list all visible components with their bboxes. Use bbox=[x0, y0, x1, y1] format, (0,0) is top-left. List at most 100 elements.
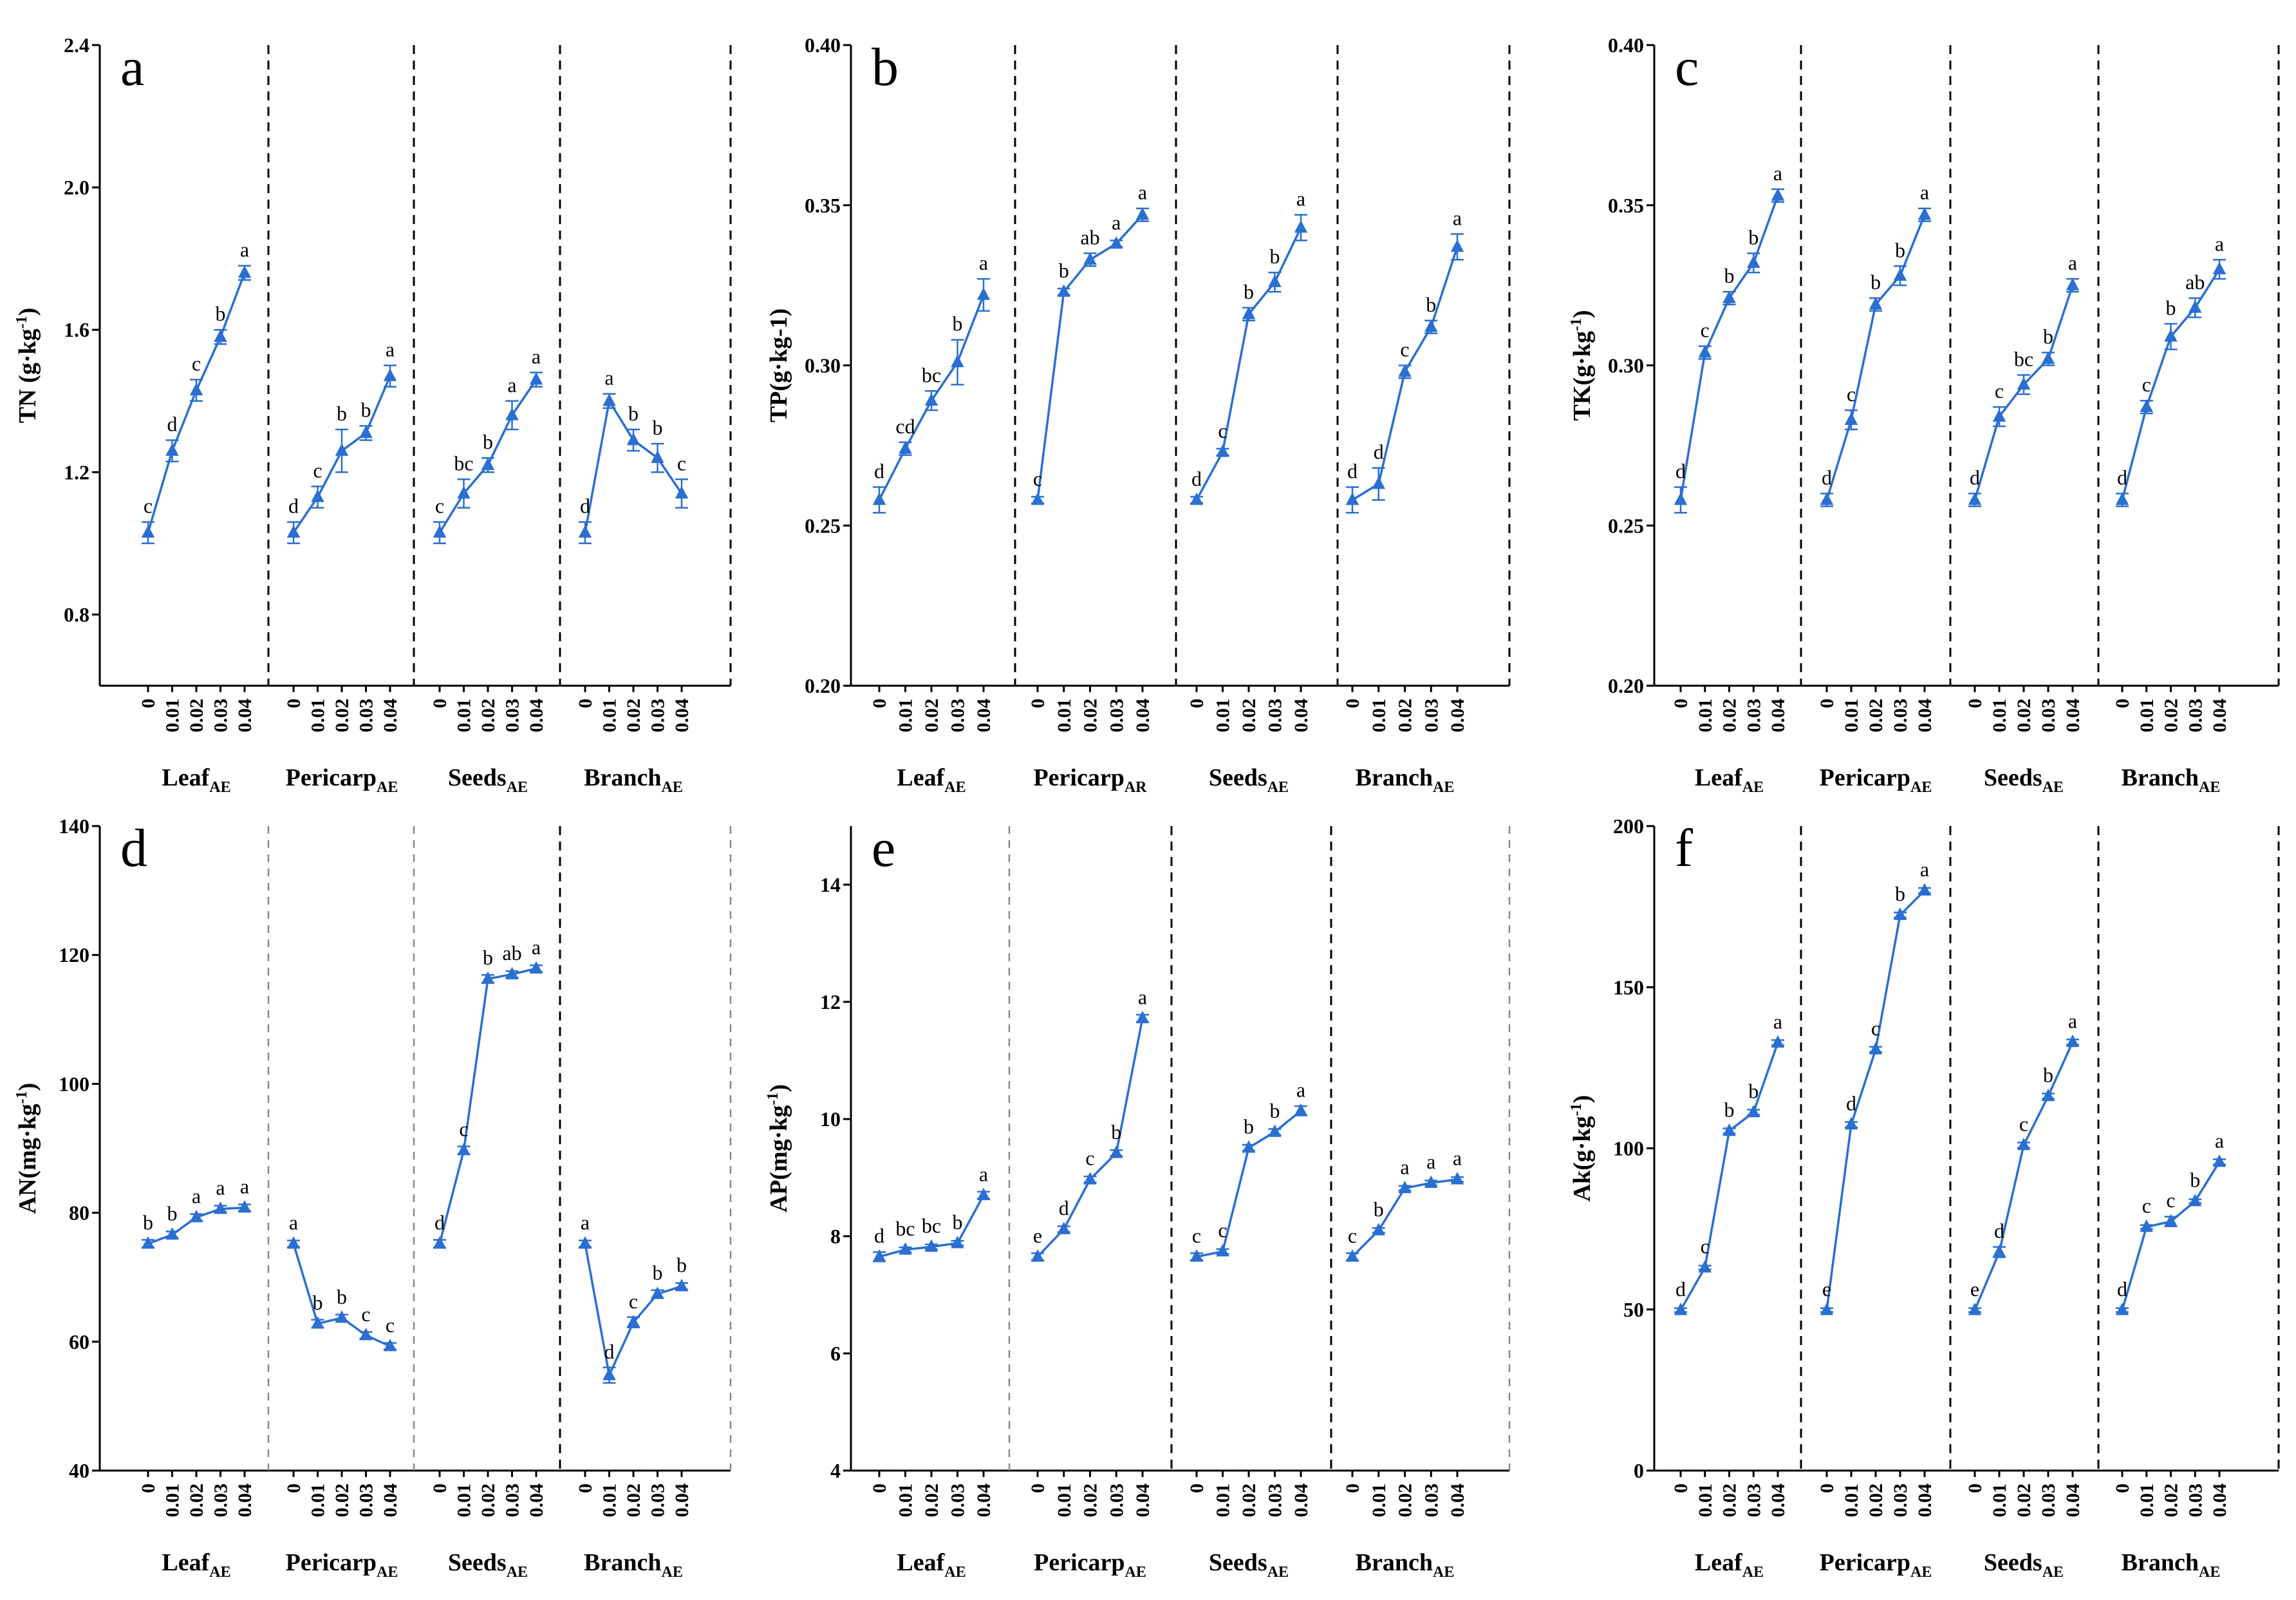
significance-letter: c bbox=[629, 1290, 638, 1313]
significance-letter: a bbox=[1138, 985, 1147, 1008]
y-axis-label: AP(mg·kg-1) bbox=[765, 1084, 792, 1212]
series-line bbox=[438, 967, 537, 1245]
significance-letter: b bbox=[337, 402, 347, 425]
significance-letter: b bbox=[483, 946, 493, 969]
data-point bbox=[2189, 300, 2202, 313]
y-axis-label-sup: -1 bbox=[1568, 318, 1585, 331]
data-point bbox=[1722, 1123, 1736, 1136]
significance-letter: bc bbox=[454, 451, 473, 475]
group-label-sub: AE bbox=[507, 1564, 528, 1581]
x-tick-label: 0.02 bbox=[1238, 699, 1260, 733]
series-seeds: c 0 c 0.01 b 0.02 b 0.03 a 0.04 SeedsAE bbox=[1186, 1078, 1312, 1581]
x-tick-label: 0.03 bbox=[1743, 699, 1764, 733]
significance-letter: b bbox=[1374, 1198, 1384, 1221]
data-point bbox=[578, 525, 592, 538]
x-tick-label: 0.01 bbox=[1213, 1483, 1234, 1518]
significance-letter: bc bbox=[2014, 347, 2033, 370]
series-branch: c 0 b 0.01 a 0.02 a 0.03 a 0.04 BranchAE bbox=[1342, 1147, 1468, 1581]
x-tick-label: 0.01 bbox=[1368, 1483, 1390, 1518]
x-tick-label: 0.03 bbox=[1421, 699, 1442, 733]
data-point bbox=[286, 1236, 301, 1249]
panel-letter: f bbox=[1675, 818, 1693, 878]
x-tick-label: 0 bbox=[2112, 1483, 2133, 1493]
series-line bbox=[1036, 1018, 1144, 1258]
significance-letter: c bbox=[459, 1118, 468, 1141]
significance-letter: c bbox=[1218, 1219, 1227, 1242]
group-label: SeedsAE bbox=[1984, 1549, 2064, 1581]
data-point bbox=[651, 450, 664, 463]
significance-letter: b bbox=[628, 402, 639, 425]
x-tick-label: 0.04 bbox=[1914, 1483, 1936, 1518]
x-tick-label: 0.01 bbox=[895, 1483, 917, 1518]
series-leaf: b 0 b 0.01 a 0.02 a 0.03 a 0.04 LeafAE bbox=[138, 1175, 256, 1581]
group-label-sub: AE bbox=[1267, 1564, 1289, 1581]
significance-letter: a bbox=[1773, 1010, 1782, 1033]
x-tick-label: 0.04 bbox=[1291, 1483, 1312, 1518]
data-point bbox=[2041, 351, 2055, 364]
data-point bbox=[675, 485, 689, 499]
data-point bbox=[1747, 1104, 1760, 1118]
x-tick-label: 0.03 bbox=[1421, 1483, 1442, 1518]
significance-letter: c bbox=[1033, 467, 1042, 490]
significance-letter: b bbox=[143, 1211, 153, 1234]
x-tick-label: 0.03 bbox=[1890, 1483, 1911, 1518]
x-tick-label: 0.01 bbox=[2136, 1483, 2158, 1518]
data-point bbox=[602, 393, 616, 406]
significance-letter: a bbox=[979, 251, 988, 274]
significance-letter: d bbox=[167, 413, 178, 436]
y-axis-label: AN(mg·kg-1) bbox=[14, 1083, 41, 1214]
series-seeds: d 0 c 0.01 b 0.02 b 0.03 a 0.04 SeedsAE bbox=[1186, 187, 1312, 796]
x-tick-label: 0.03 bbox=[648, 699, 669, 733]
group-label: SeedsAE bbox=[448, 764, 528, 796]
data-point bbox=[1968, 1303, 1982, 1315]
significance-letter: a bbox=[581, 1211, 590, 1234]
series-line bbox=[1974, 1041, 2074, 1311]
data-point bbox=[1893, 907, 1907, 920]
group-label-sub: AE bbox=[507, 779, 528, 796]
data-point bbox=[1398, 1180, 1412, 1194]
significance-letter: a bbox=[2215, 1129, 2224, 1153]
x-tick-label: 0.04 bbox=[2062, 699, 2084, 733]
x-tick-label: 0.04 bbox=[973, 699, 994, 733]
data-point bbox=[675, 1279, 689, 1292]
significance-letter: c bbox=[2166, 1189, 2175, 1212]
series-line bbox=[147, 272, 246, 533]
group-label: PericarpAE bbox=[286, 764, 398, 796]
data-point bbox=[214, 1201, 227, 1214]
significance-letter: d bbox=[580, 494, 590, 518]
group-label-sub: AE bbox=[1910, 779, 1932, 796]
group-label: BranchAE bbox=[584, 764, 683, 796]
data-point bbox=[433, 525, 447, 538]
y-tick-label: 1.6 bbox=[64, 318, 89, 341]
significance-letter: a bbox=[1426, 1150, 1435, 1173]
group-label-sub: AE bbox=[662, 1564, 683, 1581]
significance-letter: b bbox=[1724, 1098, 1735, 1121]
data-point bbox=[2041, 1088, 2055, 1102]
data-point bbox=[383, 1339, 397, 1351]
x-tick-label: 0 bbox=[575, 699, 596, 708]
x-tick-label: 0 bbox=[1816, 699, 1838, 708]
x-tick-label: 0.04 bbox=[2209, 699, 2230, 733]
series-line bbox=[1825, 214, 1926, 500]
significance-letter: a bbox=[240, 238, 249, 261]
data-point bbox=[359, 1328, 373, 1341]
data-point bbox=[578, 1236, 592, 1249]
y-axis-label-sup: -1 bbox=[14, 315, 30, 328]
x-tick-label: 0 bbox=[1670, 699, 1692, 708]
y-axis-label: Ak(g·kg-1) bbox=[1568, 1095, 1596, 1202]
group-label: SeedsAE bbox=[1209, 764, 1289, 796]
group-label-sub: AE bbox=[209, 779, 230, 796]
series-leaf: d 0 bc 0.01 bc 0.02 b 0.03 a 0.04 LeafAE bbox=[869, 1162, 994, 1581]
group-label-name: Branch bbox=[1356, 1549, 1433, 1576]
y-tick-label: 100 bbox=[59, 1072, 89, 1095]
significance-letter: b bbox=[167, 1202, 178, 1225]
y-tick-label: 0.8 bbox=[64, 603, 89, 626]
significance-letter: b bbox=[1895, 882, 1905, 905]
x-tick-label: 0.04 bbox=[380, 1483, 401, 1518]
data-point bbox=[214, 329, 227, 343]
x-tick-label: 0.03 bbox=[2185, 699, 2206, 733]
group-label-name: Branch bbox=[584, 764, 661, 791]
panel-letter: e bbox=[872, 818, 895, 878]
x-tick-label: 0 bbox=[429, 1483, 451, 1493]
data-point bbox=[529, 961, 543, 974]
